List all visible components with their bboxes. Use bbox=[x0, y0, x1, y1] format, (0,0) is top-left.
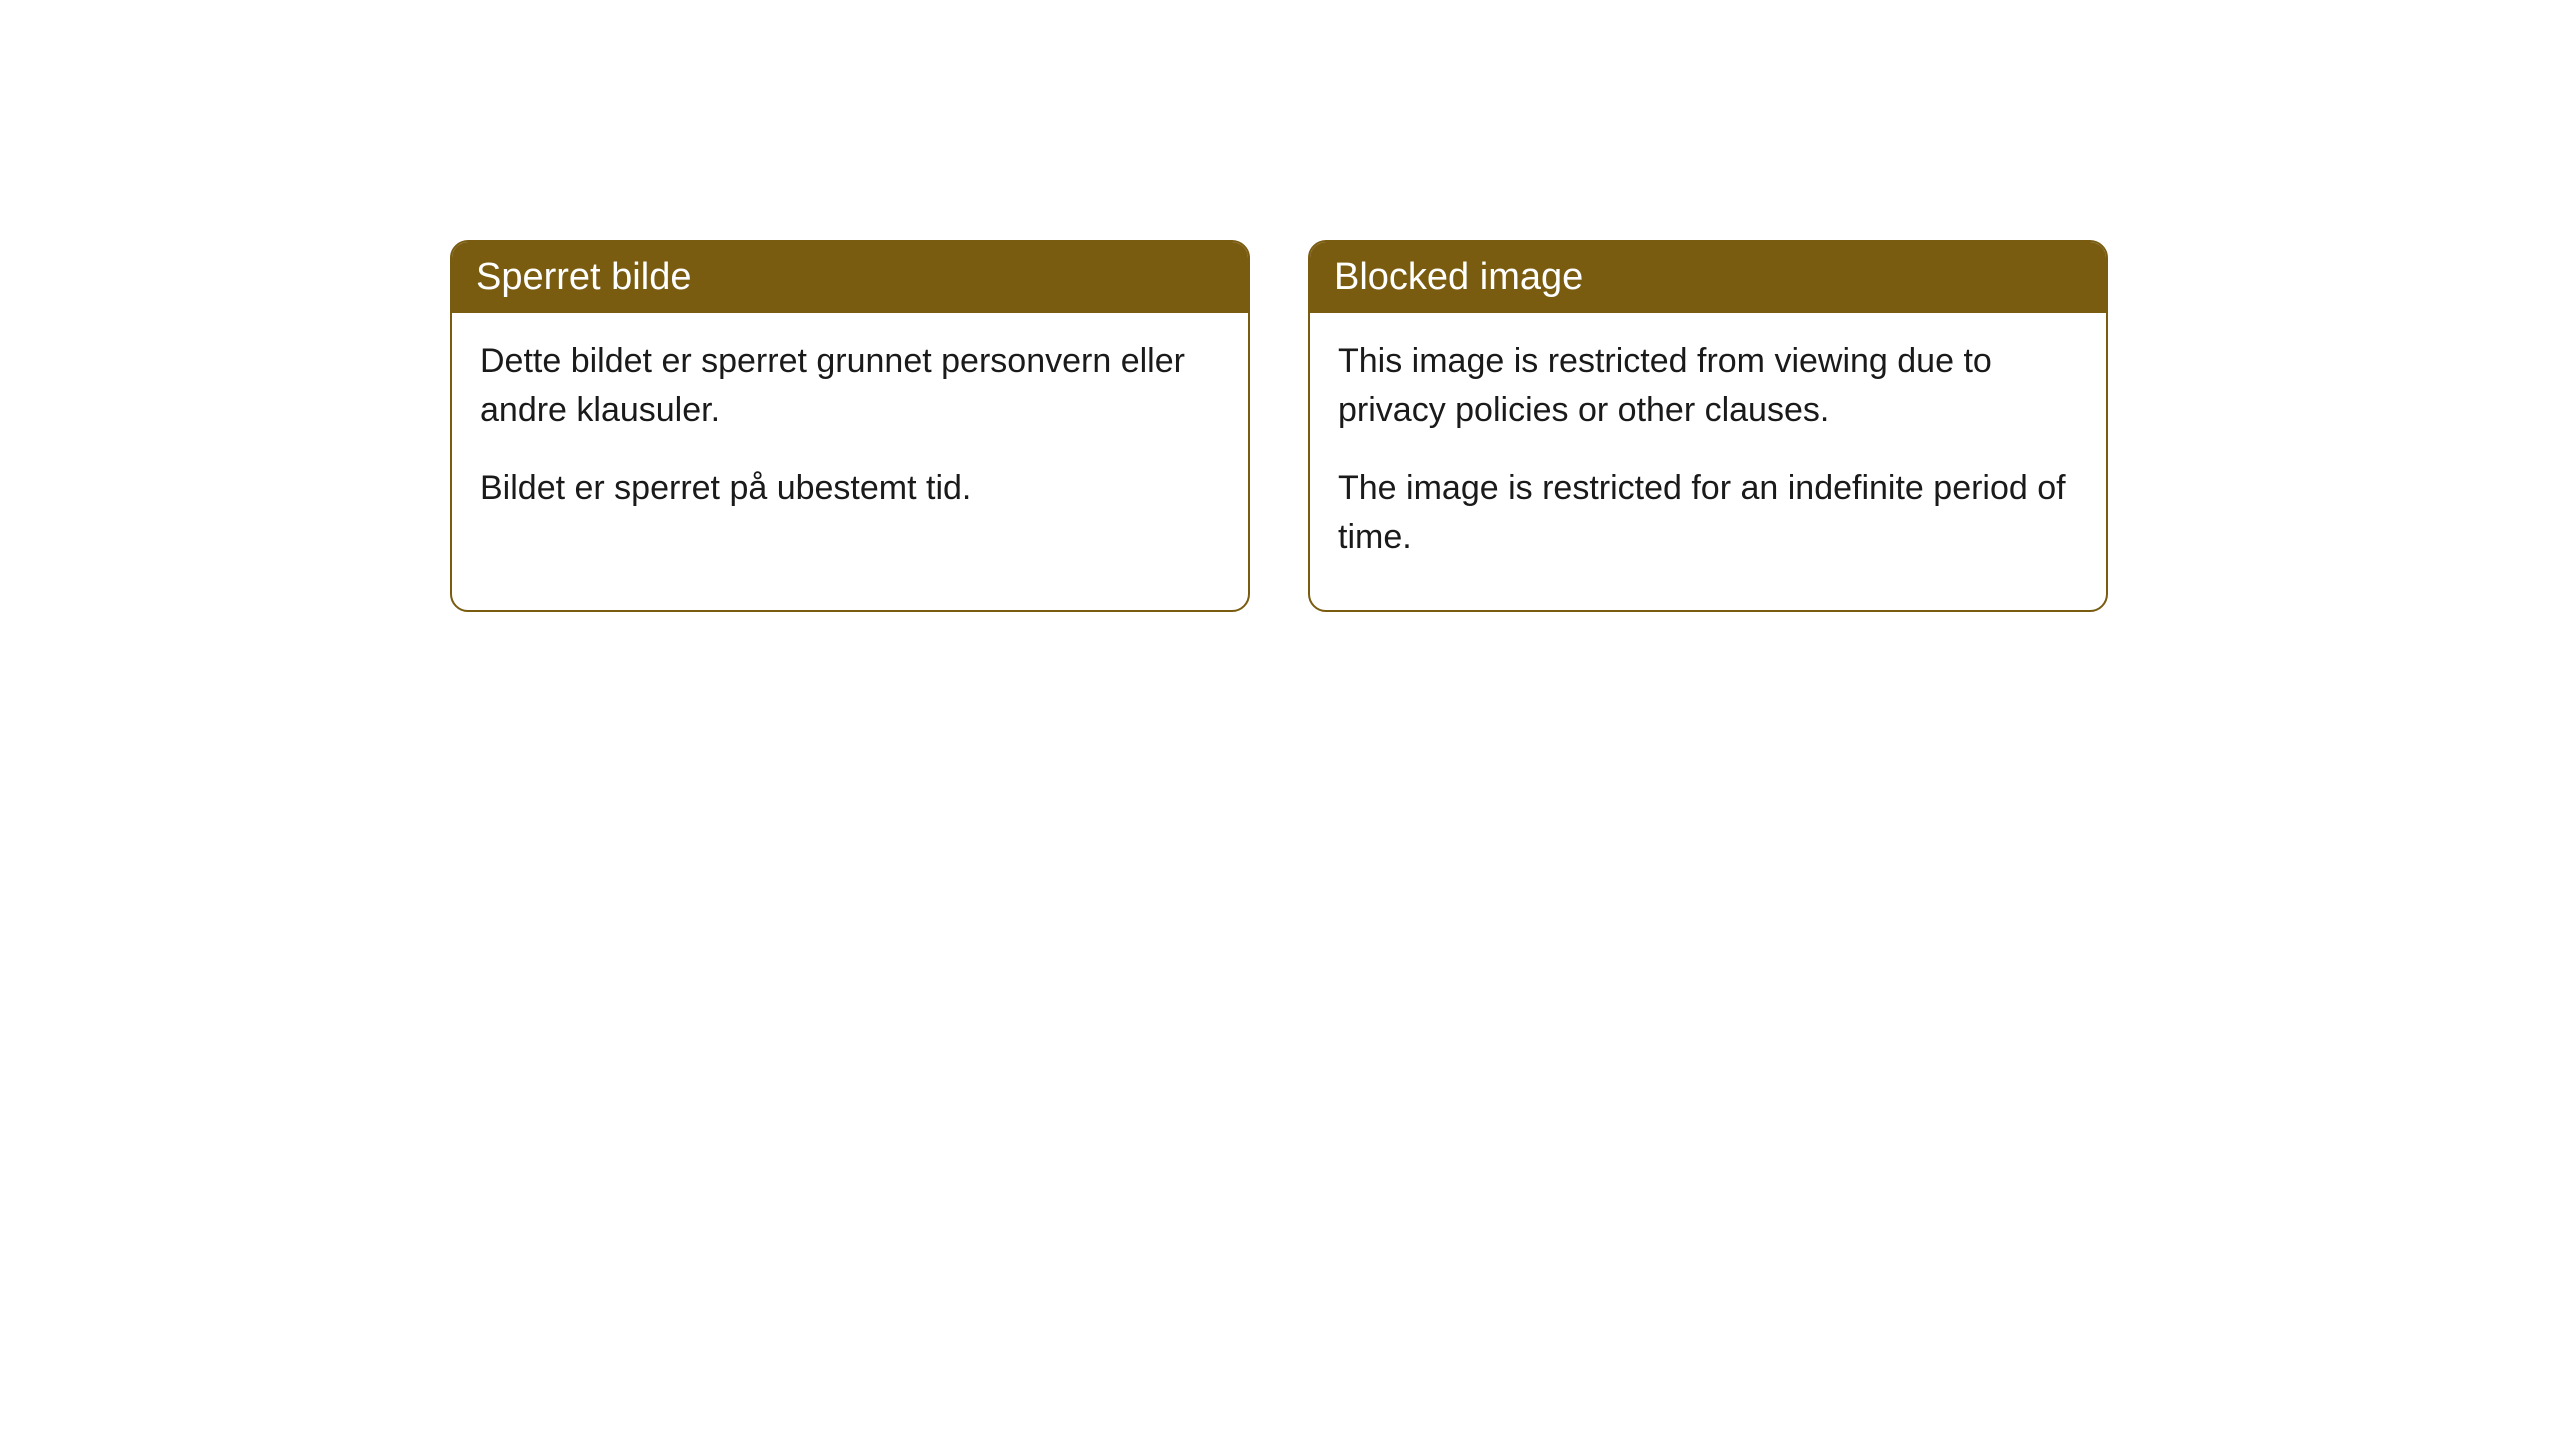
card-title: Blocked image bbox=[1334, 256, 1583, 298]
card-paragraph-2: Bildet er sperret på ubestemt tid. bbox=[480, 464, 1220, 513]
card-paragraph-1: Dette bildet er sperret grunnet personve… bbox=[480, 337, 1220, 436]
notice-card-english: Blocked image This image is restricted f… bbox=[1308, 240, 2108, 612]
card-body-english: This image is restricted from viewing du… bbox=[1310, 313, 2106, 610]
notice-card-norwegian: Sperret bilde Dette bildet er sperret gr… bbox=[450, 240, 1250, 612]
card-title: Sperret bilde bbox=[476, 256, 691, 298]
card-body-norwegian: Dette bildet er sperret grunnet personve… bbox=[452, 313, 1248, 561]
card-header-english: Blocked image bbox=[1310, 242, 2106, 313]
card-paragraph-1: This image is restricted from viewing du… bbox=[1338, 337, 2078, 436]
notice-cards-container: Sperret bilde Dette bildet er sperret gr… bbox=[450, 240, 2560, 612]
card-header-norwegian: Sperret bilde bbox=[452, 242, 1248, 313]
card-paragraph-2: The image is restricted for an indefinit… bbox=[1338, 464, 2078, 563]
